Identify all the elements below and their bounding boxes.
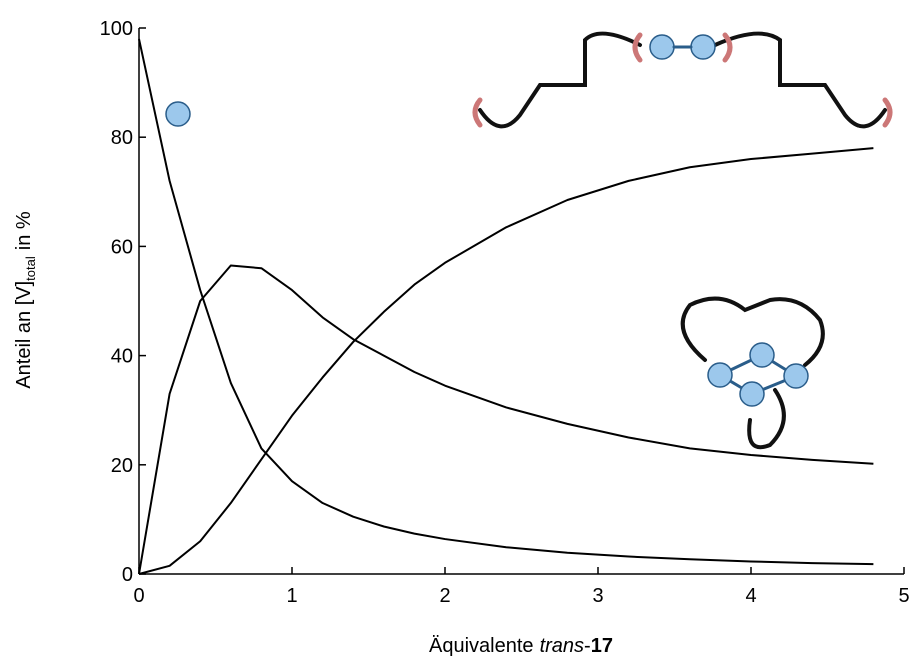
y-label-part: Anteil an [V] — [13, 281, 35, 389]
y-tick-label: 20 — [111, 455, 133, 477]
x-label-part: Äquivalente — [429, 635, 534, 657]
cycle-icon — [680, 296, 825, 450]
open-chain-icon — [478, 31, 887, 129]
x-label-italic: trans — [540, 635, 584, 657]
bead — [690, 34, 716, 60]
line — [138, 38, 874, 566]
x-tick-label: 4 — [745, 585, 756, 607]
line — [138, 264, 874, 575]
x-tick-label: 1 — [286, 585, 297, 607]
x-axis-label: Äquivalente trans-17 — [429, 635, 613, 657]
x-tick-label: 2 — [439, 585, 450, 607]
x-tick-label: 3 — [592, 585, 603, 607]
icons — [165, 31, 893, 450]
monomer-icon — [165, 101, 191, 127]
y-tick-label: 40 — [111, 346, 133, 368]
y-label-part: in % — [13, 211, 35, 250]
y-tick-label: 100 — [100, 18, 133, 40]
y-tick-label: 0 — [122, 564, 133, 586]
receptor-icons — [472, 32, 893, 128]
x-tick-label: 5 — [898, 585, 909, 607]
bead — [649, 34, 675, 60]
y-label-subscript: total — [23, 256, 38, 281]
y-tick-label: 60 — [111, 236, 133, 258]
x-tick-label: 0 — [133, 585, 144, 607]
x-label-bold: 17 — [591, 635, 613, 657]
line — [138, 147, 874, 575]
x-label-part: - — [584, 635, 591, 657]
y-axis-label: Anteil an [V]total in % — [13, 211, 38, 389]
y-tick-label: 80 — [111, 127, 133, 149]
